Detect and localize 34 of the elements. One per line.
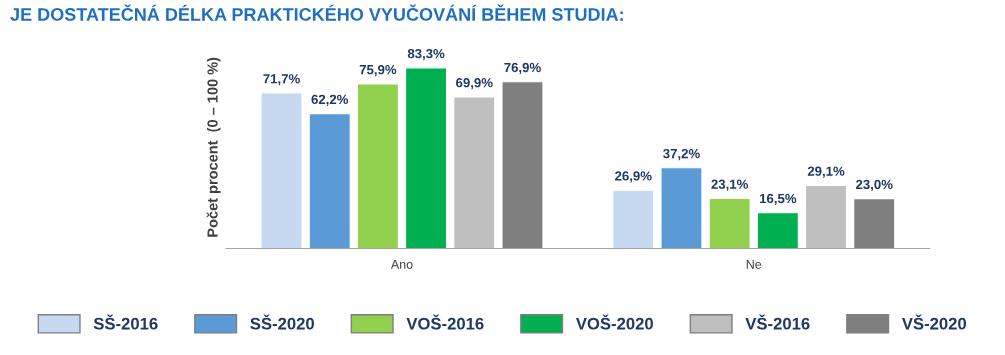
data-label: 23,1% <box>711 179 749 191</box>
data-label: 76,9% <box>504 62 541 75</box>
bar <box>708 197 751 249</box>
x-tick-label: Ano <box>390 260 413 269</box>
bar <box>501 81 544 249</box>
data-label: 23,0% <box>855 179 893 191</box>
legend-label: VOŠ-2020 <box>575 314 653 330</box>
bar <box>804 184 848 249</box>
bar <box>260 92 303 249</box>
legend-label: VŠ-2020 <box>901 314 967 330</box>
chart-title: JE DOSTATEČNÁ DÉLKA PRAKTICKÉHO VYUČOVÁNÍ BĚHEM STUDIA: <box>10 4 623 21</box>
bar <box>660 167 703 249</box>
data-label: 16,5% <box>759 193 797 206</box>
bar <box>612 189 655 249</box>
bar <box>453 96 496 249</box>
data-label: 29,1% <box>807 166 845 178</box>
bar <box>356 83 399 249</box>
data-label: 26,9% <box>615 171 652 183</box>
legend-label: SŠ-2020 <box>250 314 314 330</box>
bar <box>853 198 896 249</box>
bar <box>308 113 351 249</box>
data-label: 62,2% <box>311 94 349 106</box>
legend-label: VOŠ-2016 <box>406 314 484 330</box>
data-label: 37,2% <box>663 148 700 161</box>
data-label: 71,7% <box>263 74 300 86</box>
legend-label: VŠ-2016 <box>745 314 810 330</box>
data-label: 69,9% <box>456 78 493 90</box>
x-tick-label: Ne <box>746 260 762 269</box>
data-label: 75,9% <box>359 64 397 77</box>
y-axis-title: Počet procent (0 – 100 %) <box>206 57 221 237</box>
data-label: 83,3% <box>407 48 445 61</box>
legend-label: SŠ-2016 <box>93 314 158 330</box>
bar <box>756 212 799 249</box>
bar <box>405 67 448 249</box>
